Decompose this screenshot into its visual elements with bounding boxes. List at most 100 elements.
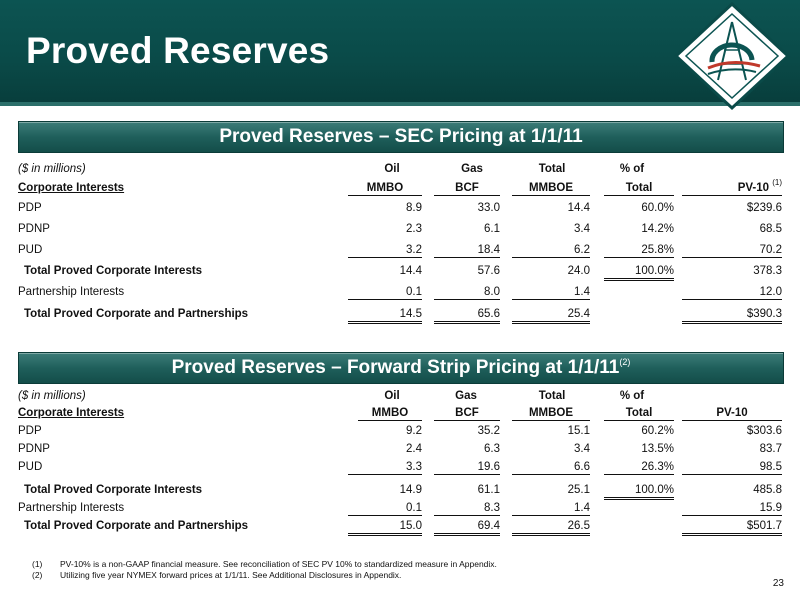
table-cell: $303.6 (746, 425, 782, 437)
table-cell: 6.6 (512, 461, 590, 475)
table-row: PDNP 2.3 6.1 3.4 14.2% 68.5 (18, 221, 782, 241)
row-label: Total Proved Corporate Interests (24, 484, 203, 496)
table-cell: 14.9 (399, 484, 422, 496)
table1-unit-pv10: PV-10 (1) (682, 178, 782, 196)
table2-col-total: Total (538, 390, 566, 402)
table-cell: 3.4 (574, 443, 590, 455)
table-row: Partnership Interests 0.1 8.0 1.4 12.0 (18, 284, 782, 304)
table-cell: 60.2% (641, 425, 674, 437)
footnote-1-text: PV-10% is a non-GAAP financial measure. … (60, 559, 497, 569)
table-cell: 8.0 (434, 286, 500, 300)
table-cell: 26.3% (604, 461, 674, 475)
table-cell: 2.4 (406, 443, 422, 455)
footnote-2-text: Utilizing five year NYMEX forward prices… (60, 570, 402, 580)
table2-unit-pv10: PV-10 (682, 407, 782, 421)
table-cell: $390.3 (682, 308, 782, 324)
table-cell: 61.1 (477, 484, 500, 496)
table1-col-oil: Oil (384, 163, 400, 175)
table1-unit-mmboe: MMBOE (512, 182, 590, 196)
table1-header-bottom: Corporate Interests MMBO BCF MMBOE Total… (18, 178, 782, 200)
table-cell: 8.9 (406, 202, 422, 214)
table-cell: 0.1 (348, 502, 422, 516)
table-cell: 378.3 (753, 265, 782, 277)
page-number: 23 (772, 578, 784, 589)
table2-col-pct: % of (619, 390, 645, 402)
table-cell: 25.1 (567, 484, 590, 496)
table-cell: 6.3 (484, 443, 500, 455)
table2-unit-total: Total (604, 407, 674, 421)
table-cell: 70.2 (682, 244, 782, 258)
table2-unit-mmboe: MMBOE (512, 407, 590, 421)
table-cell: 14.5 (348, 308, 422, 324)
table1-unit-mmbo: MMBO (348, 182, 422, 196)
table2-unit-label: ($ in millions) (18, 390, 86, 402)
row-label: PDNP (18, 443, 50, 455)
table-cell: 14.2% (641, 223, 674, 235)
row-label: Total Proved Corporate Interests (24, 265, 203, 277)
table-row: PDP 9.2 35.2 15.1 60.2% $303.6 (18, 423, 782, 443)
table-row: Total Proved Corporate and Partnerships 1… (18, 518, 782, 538)
title-banner (0, 0, 800, 102)
table-cell: 35.2 (477, 425, 500, 437)
table1-col-gas: Gas (461, 163, 483, 175)
table-row: PUD 3.3 19.6 6.6 26.3% 98.5 (18, 459, 782, 479)
table-row: Total Proved Corporate and Partnerships 1… (18, 306, 782, 326)
table2-col-gas: Gas (455, 390, 477, 402)
company-logo (673, 1, 791, 111)
footnote-2-number: (2) (32, 570, 43, 580)
table-cell: 68.5 (759, 223, 782, 235)
table2-header-bottom: Corporate Interests MMBO BCF MMBOE Total… (18, 405, 782, 425)
table-cell: 14.4 (399, 265, 422, 277)
row-label: Total Proved Corporate and Partnerships (24, 520, 249, 532)
section-strip-pricing-footnote-ref: (2) (619, 357, 631, 367)
section-strip-pricing-bar: Proved Reserves – Forward Strip Pricing … (18, 352, 784, 384)
footnote-1-number: (1) (32, 559, 43, 569)
table-cell: 1.4 (512, 502, 590, 516)
row-label: PUD (18, 461, 43, 473)
table-cell: 83.7 (759, 443, 782, 455)
table-cell: 100.0% (604, 265, 674, 281)
row-label: PDNP (18, 223, 50, 235)
table-cell: 3.3 (348, 461, 422, 475)
table-cell: 25.8% (604, 244, 674, 258)
table-row: PDNP 2.4 6.3 3.4 13.5% 83.7 (18, 441, 782, 461)
table1-corporate-interests-label: Corporate Interests (18, 182, 125, 194)
table-cell: 100.0% (604, 484, 674, 500)
table-cell: $239.6 (746, 202, 782, 214)
row-label: Partnership Interests (18, 286, 125, 298)
row-label: PDP (18, 425, 42, 437)
table-cell: 12.0 (682, 286, 782, 300)
table-cell: 485.8 (753, 484, 782, 496)
table-cell: 33.0 (477, 202, 500, 214)
table-cell: 15.1 (567, 425, 590, 437)
section-sec-pricing-bar: Proved Reserves – SEC Pricing at 1/1/11 (18, 121, 784, 153)
row-label: Partnership Interests (18, 502, 125, 514)
table-cell: $501.7 (682, 520, 782, 536)
table-cell: 15.0 (348, 520, 422, 536)
table-cell: 69.4 (434, 520, 500, 536)
table-cell: 60.0% (641, 202, 674, 214)
table-row: Partnership Interests 0.1 8.3 1.4 15.9 (18, 500, 782, 520)
table1-header-top: ($ in millions) Oil Gas Total % of (18, 161, 782, 181)
table-row: Total Proved Corporate Interests 14.9 61.1… (18, 482, 782, 502)
table-cell: 3.2 (348, 244, 422, 258)
table1-unit-label: ($ in millions) (18, 163, 86, 175)
table1-pv10-footnote-ref: (1) (772, 178, 782, 187)
table-cell: 6.2 (512, 244, 590, 258)
table1-col-total: Total (538, 163, 566, 175)
table-cell: 3.4 (574, 223, 590, 235)
title-banner-divider (0, 102, 800, 106)
table-cell: 1.4 (512, 286, 590, 300)
table1-col-pct: % of (619, 163, 645, 175)
table-cell: 13.5% (641, 443, 674, 455)
table2-corporate-interests-label: Corporate Interests (18, 407, 125, 419)
table-row: Total Proved Corporate Interests 14.4 57.6… (18, 263, 782, 283)
table-cell: 8.3 (434, 502, 500, 516)
table1-unit-total: Total (604, 182, 674, 196)
table-cell: 18.4 (434, 244, 500, 258)
table-cell: 24.0 (567, 265, 590, 277)
page-title: Proved Reserves (26, 30, 330, 71)
table2-unit-mmbo: MMBO (358, 407, 422, 421)
table-cell: 15.9 (682, 502, 782, 516)
table-row: PDP 8.9 33.0 14.4 60.0% $239.6 (18, 200, 782, 220)
